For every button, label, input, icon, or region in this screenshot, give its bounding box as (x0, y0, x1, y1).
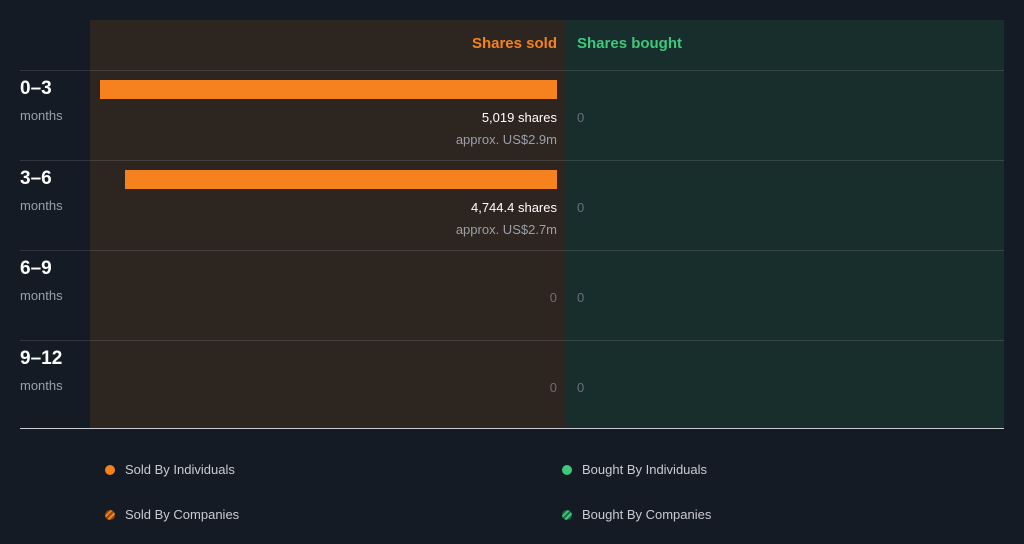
sold-shares-label: 5,019 shares (481, 110, 557, 125)
period-label: 9–12 (20, 348, 63, 369)
legend-label: Sold By Companies (125, 507, 240, 522)
sold-shares-label: 4,744.4 shares (470, 200, 557, 215)
legend-striped-dot-icon (562, 509, 572, 520)
legend-sold-companies[interactable]: Sold By Companies (105, 507, 239, 522)
row-divider (20, 70, 1004, 71)
period-unit: months (20, 288, 63, 303)
period-unit: months (20, 378, 63, 393)
sold-shares-label: 0 (549, 290, 557, 305)
legend-label: Bought By Individuals (582, 462, 708, 477)
shares-bought-panel (566, 20, 1004, 428)
legend-label: Bought By Companies (582, 507, 712, 522)
period-unit: months (20, 198, 63, 213)
row-divider (20, 160, 1004, 161)
sold-value-label: approx. US$2.9m (455, 132, 557, 147)
sold-bar[interactable] (125, 170, 557, 189)
period-label: 3–6 (20, 168, 52, 189)
legend-sold-individuals[interactable]: Sold By Individuals (105, 462, 235, 477)
period-row: 0–3 months 5,019 shares approx. US$2.9m … (20, 70, 1004, 160)
period-row: 3–6 months 4,744.4 shares approx. US$2.7… (20, 160, 1004, 250)
legend-bought-individuals[interactable]: Bought By Individuals (562, 462, 707, 477)
period-label: 0–3 (20, 78, 52, 99)
sold-shares-label: 0 (549, 380, 557, 395)
bought-shares-label: 0 (577, 200, 585, 215)
shares-sold-header: Shares sold (471, 35, 557, 52)
period-row: 6–9 months 0 0 (20, 250, 1004, 340)
legend-dot-icon (105, 464, 115, 475)
legend-striped-dot-icon (105, 509, 115, 520)
sold-bar[interactable] (100, 80, 557, 99)
sold-value-label: approx. US$2.7m (455, 222, 557, 237)
bought-shares-label: 0 (577, 110, 585, 125)
period-row: 9–12 months 0 0 (20, 340, 1004, 430)
shares-bought-header: Shares bought (577, 35, 683, 52)
row-divider (20, 340, 1004, 341)
legend-dot-icon (562, 464, 572, 475)
bought-shares-label: 0 (577, 380, 585, 395)
legend-label: Sold By Individuals (125, 462, 235, 477)
row-divider (20, 250, 1004, 251)
legend-bought-companies[interactable]: Bought By Companies (562, 507, 711, 522)
period-unit: months (20, 108, 63, 123)
bought-shares-label: 0 (577, 290, 585, 305)
period-label: 6–9 (20, 258, 52, 279)
chart-baseline (20, 428, 1004, 429)
